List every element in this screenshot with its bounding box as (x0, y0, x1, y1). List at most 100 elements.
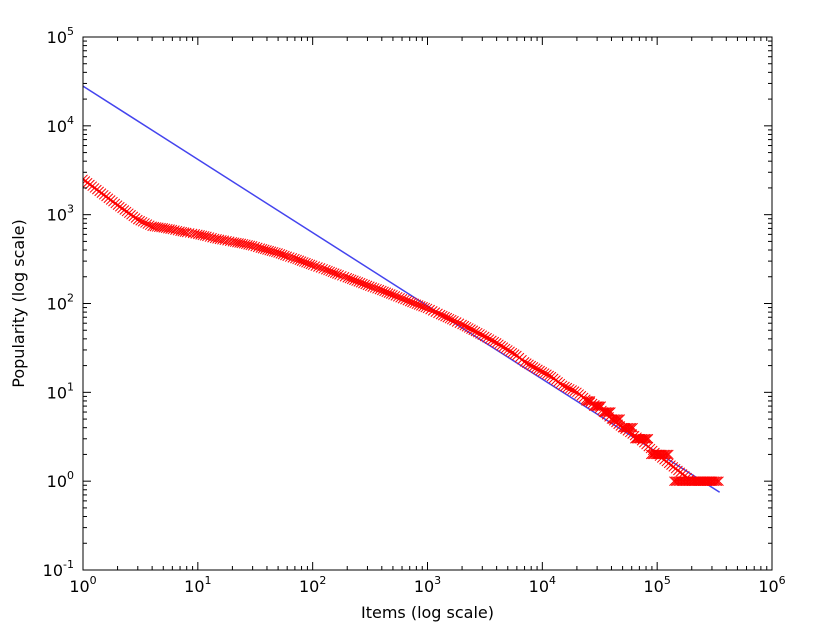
data-point (567, 385, 577, 395)
x-tick-label: 101 (184, 574, 211, 596)
data-point (307, 260, 318, 271)
data-point (659, 449, 670, 460)
data-point (392, 291, 403, 302)
data-point (507, 347, 518, 358)
data-point (626, 422, 637, 433)
data-point (612, 414, 623, 424)
data-point (625, 422, 635, 433)
data-point (475, 329, 485, 339)
data-point (663, 449, 674, 460)
data-point (140, 218, 150, 228)
data-point (509, 349, 520, 359)
data-point (339, 271, 350, 282)
x-tick-label: 103 (414, 574, 441, 596)
data-point (482, 332, 492, 343)
data-point (505, 346, 515, 357)
data-point (336, 270, 347, 281)
data-point (640, 433, 651, 444)
data-point (449, 315, 459, 326)
data-point (433, 308, 443, 319)
data-point (422, 303, 433, 314)
data-point (544, 370, 555, 381)
data-point (562, 382, 573, 393)
data-point (537, 367, 548, 377)
data-point (519, 357, 530, 367)
data-point (593, 401, 604, 411)
y-tick-label: 104 (47, 114, 74, 136)
data-point (420, 302, 431, 313)
data-point (581, 396, 591, 406)
data-point (400, 294, 410, 305)
data-point (591, 401, 602, 411)
data-point (451, 317, 462, 327)
data-point (662, 449, 673, 460)
data-point (468, 325, 479, 336)
data-point (310, 261, 321, 271)
x-tick-label: 100 (69, 574, 96, 596)
data-point (569, 386, 580, 397)
data-point (709, 476, 720, 487)
data-point (560, 381, 570, 392)
data-point (530, 363, 541, 373)
data-point (132, 214, 143, 225)
data-point (596, 401, 607, 411)
y-axis-label: Popularity (log scale) (9, 219, 28, 387)
data-point (395, 292, 405, 303)
y-tick-label: 10-1 (43, 558, 74, 580)
data-point (487, 335, 497, 346)
data-point (528, 361, 539, 372)
data-point (711, 476, 721, 487)
data-point (494, 339, 504, 350)
data-point (623, 422, 634, 433)
data-point (496, 340, 506, 351)
data-point (390, 290, 401, 301)
data-point (479, 331, 490, 342)
y-tick-label: 101 (47, 380, 74, 402)
data-point (642, 433, 652, 444)
data-point (446, 314, 457, 325)
data-point (142, 219, 153, 229)
data-point (470, 326, 481, 337)
data-point (454, 318, 465, 329)
data-point (615, 414, 626, 424)
data-point (427, 306, 438, 316)
data-point (539, 368, 550, 378)
data-point (643, 433, 654, 444)
data-point (397, 293, 408, 304)
data-point (466, 324, 476, 334)
data-point (526, 360, 537, 371)
data-point (564, 383, 575, 394)
data-point (712, 476, 723, 487)
data-point (459, 320, 470, 331)
data-point (594, 401, 605, 411)
data-point (524, 359, 534, 370)
data-point (521, 358, 532, 368)
data-point (610, 414, 621, 424)
data-point (714, 476, 724, 487)
data-point (472, 327, 483, 338)
data-point (484, 334, 495, 344)
data-point (502, 345, 513, 355)
data-point (181, 227, 192, 238)
data-point (313, 262, 323, 272)
y-tick-label: 103 (47, 203, 74, 225)
data-point (542, 369, 552, 380)
data-point (425, 304, 435, 315)
data-point (388, 290, 398, 300)
x-tick-label: 105 (643, 574, 670, 596)
data-point (463, 323, 474, 333)
data-point (582, 396, 593, 406)
x-tick-label: 102 (299, 574, 326, 596)
scatter-points (83, 174, 724, 487)
y-tick-label: 105 (47, 25, 74, 47)
data-point (491, 338, 502, 348)
data-point (332, 269, 342, 279)
data-point (457, 319, 467, 330)
data-point (477, 330, 488, 341)
data-point (535, 365, 545, 376)
x-tick-label: 104 (529, 574, 556, 596)
data-point (557, 380, 568, 391)
y-tick-label: 102 (47, 292, 74, 314)
